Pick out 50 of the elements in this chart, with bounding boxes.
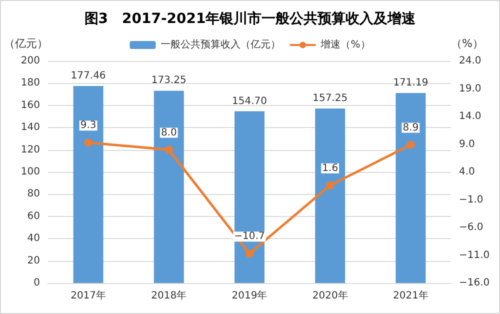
data-label: 9.3 [80, 120, 96, 132]
chart-title: 图3 2017-2021年银川市一般公共预算收入及增速 [84, 10, 417, 27]
y-tick-label: 180 [20, 78, 40, 89]
y2-tick-label: 4.0 [459, 166, 475, 178]
y-tick-label: 100 [20, 166, 40, 178]
y2-axis-title: （%） [451, 37, 484, 50]
data-label: 171.19 [393, 77, 428, 88]
y-tick-label: 160 [20, 100, 40, 111]
point [84, 138, 92, 147]
y2-tick-label: 24.0 [459, 56, 482, 66]
bar [396, 92, 426, 283]
y-tick-label: 200 [20, 56, 40, 66]
data-label: 154.70 [232, 96, 267, 107]
y-axis-title: （亿元） [4, 37, 48, 50]
y-tick-label: 60 [27, 210, 40, 222]
x-tick-label: 2017年 [70, 290, 106, 302]
point [246, 250, 254, 258]
x-tick-label: 2021年 [392, 290, 428, 302]
x-tick-label: 2018年 [151, 290, 187, 302]
data-label: 8.0 [160, 127, 177, 138]
x-tick-label: 2020年 [312, 290, 348, 302]
y-tick-label: 140 [20, 122, 40, 134]
x-tick-label: 2019年 [232, 290, 268, 302]
data-label: 157.25 [312, 92, 348, 104]
y2-tick-label: 9.0 [459, 138, 475, 150]
y2-tick-label: −11.0 [459, 250, 490, 261]
y-tick-label: 0 [34, 278, 40, 288]
data-label: 1.6 [322, 162, 338, 174]
y-tick-label: 120 [20, 144, 40, 156]
data-label: 173.25 [151, 75, 186, 86]
bar [154, 90, 184, 283]
bar [315, 108, 346, 283]
bar [73, 86, 104, 283]
legend-label: 一般公共预算收入（亿元） [160, 38, 281, 50]
point [406, 140, 415, 149]
point [164, 146, 173, 154]
data-label: 177.46 [70, 70, 106, 82]
legend-label: 增速（%） [320, 38, 370, 50]
y2-tick-label: 14.0 [459, 111, 482, 122]
y2-tick-label: 19.0 [459, 83, 482, 94]
y2-tick-label: −16.0 [459, 278, 490, 288]
y-tick-label: 20 [27, 255, 40, 266]
data-label: −10.7 [234, 231, 265, 242]
y2-tick-label: −6.0 [459, 222, 484, 233]
y-tick-label: 40 [27, 233, 40, 244]
y2-tick-label: −1.0 [459, 194, 484, 206]
data-label: 8.9 [402, 122, 419, 134]
y-tick-label: 80 [27, 188, 40, 200]
point [326, 181, 334, 190]
bar [234, 111, 264, 283]
